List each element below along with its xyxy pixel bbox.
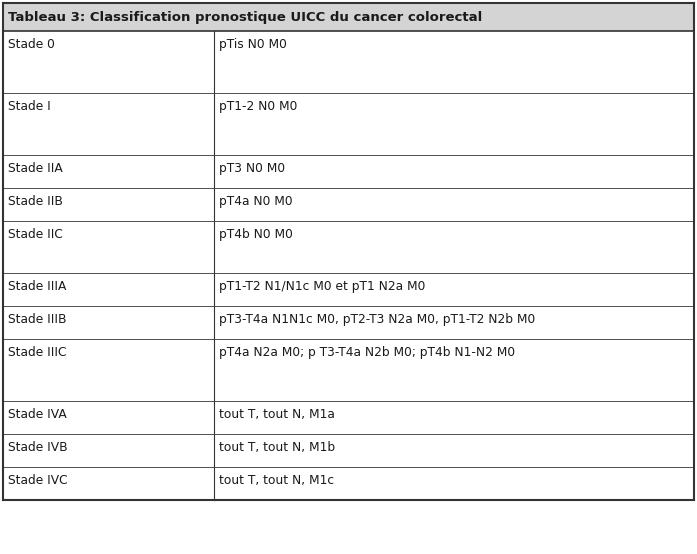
Text: Stade I: Stade I <box>8 100 51 113</box>
Text: Stade IIB: Stade IIB <box>8 195 63 208</box>
Text: Stade IIA: Stade IIA <box>8 162 63 175</box>
Text: Stade IIIC: Stade IIIC <box>8 346 66 359</box>
Text: pT1-2 N0 M0: pT1-2 N0 M0 <box>219 100 297 113</box>
Text: Stade IVB: Stade IVB <box>8 441 68 454</box>
Text: pT3-T4a N1N1c M0, pT2-T3 N2a M0, pT1-T2 N2b M0: pT3-T4a N1N1c M0, pT2-T3 N2a M0, pT1-T2 … <box>219 313 535 326</box>
Text: pTis N0 M0: pTis N0 M0 <box>219 38 286 51</box>
Text: tout T, tout N, M1a: tout T, tout N, M1a <box>219 408 335 421</box>
Text: Stade IIC: Stade IIC <box>8 228 63 241</box>
Text: Stade IIIA: Stade IIIA <box>8 280 66 293</box>
Text: Stade IIIB: Stade IIIB <box>8 313 66 326</box>
Text: Stade IVA: Stade IVA <box>8 408 67 421</box>
Text: pT3 N0 M0: pT3 N0 M0 <box>219 162 285 175</box>
Text: tout T, tout N, M1c: tout T, tout N, M1c <box>219 474 334 487</box>
Text: pT4a N0 M0: pT4a N0 M0 <box>219 195 292 208</box>
Text: pT4b N0 M0: pT4b N0 M0 <box>219 228 293 241</box>
Text: Tableau 3: Classification pronostique UICC du cancer colorectal: Tableau 3: Classification pronostique UI… <box>8 11 482 23</box>
Text: pT1-T2 N1/N1c M0 et pT1 N2a M0: pT1-T2 N1/N1c M0 et pT1 N2a M0 <box>219 280 425 293</box>
Text: Stade IVC: Stade IVC <box>8 474 68 487</box>
Text: Stade 0: Stade 0 <box>8 38 55 51</box>
Text: tout T, tout N, M1b: tout T, tout N, M1b <box>219 441 335 454</box>
Text: pT4a N2a M0; p T3-T4a N2b M0; pT4b N1-N2 M0: pT4a N2a M0; p T3-T4a N2b M0; pT4b N1-N2… <box>219 346 515 359</box>
Bar <box>3 3 694 31</box>
